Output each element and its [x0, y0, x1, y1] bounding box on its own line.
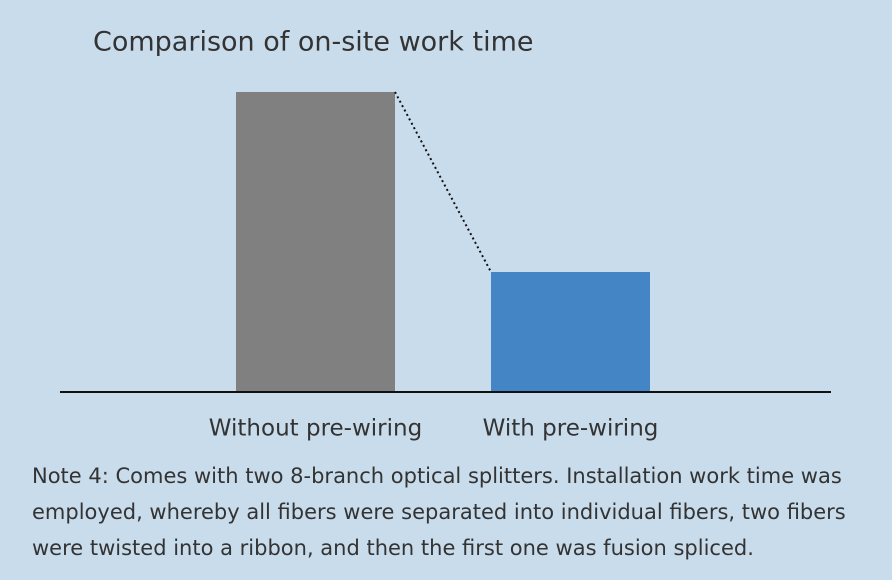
bar — [236, 92, 395, 392]
chart: Comparison of on-site work time Without … — [60, 27, 831, 442]
x-tick-label: Without pre-wiring — [209, 416, 422, 442]
connector — [394, 91, 492, 273]
bar — [491, 272, 650, 392]
chart-title: Comparison of on-site work time — [93, 27, 534, 58]
note: Note 4: Comes with two 8-branch optical … — [32, 464, 846, 560]
x-tick-label: With pre-wiring — [483, 416, 659, 442]
